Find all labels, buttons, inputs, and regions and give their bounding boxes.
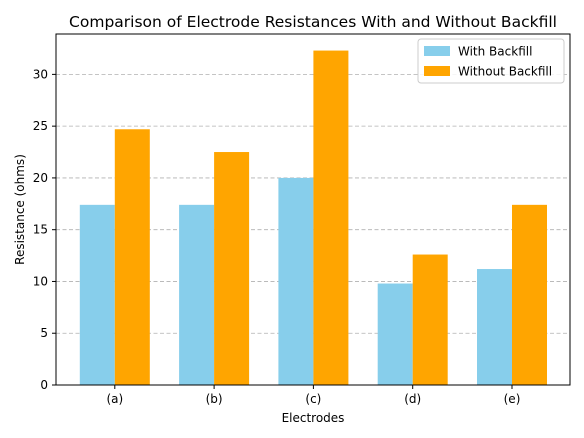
- bar-without-backfill: [313, 50, 349, 385]
- x-tick-label: (d): [404, 392, 421, 406]
- bar-with-backfill: [477, 269, 512, 385]
- bars: [79, 50, 547, 385]
- y-tick-label: 30: [33, 67, 48, 81]
- y-tick-label: 25: [33, 119, 48, 133]
- y-tick-label: 5: [40, 326, 48, 340]
- y-tick-label: 0: [40, 378, 48, 392]
- bar-with-backfill: [278, 177, 314, 385]
- bar-with-backfill: [179, 204, 215, 385]
- y-tick-label: 10: [33, 274, 48, 288]
- legend-swatch: [424, 66, 450, 76]
- chart-title: Comparison of Electrode Resistances With…: [69, 13, 557, 31]
- y-tick-label: 15: [33, 223, 48, 237]
- bar-without-backfill: [114, 129, 150, 385]
- x-tick-label: (b): [206, 392, 223, 406]
- bar-with-backfill: [79, 204, 115, 385]
- y-axis: 0 5 10 15 20 25 30: [33, 67, 56, 392]
- legend-swatch: [424, 46, 450, 56]
- y-tick-label: 20: [33, 171, 48, 185]
- bar-without-backfill: [512, 204, 547, 385]
- legend-label: Without Backfill: [458, 65, 552, 79]
- bar-with-backfill: [377, 283, 413, 385]
- x-tick-label: (e): [504, 392, 521, 406]
- bar-without-backfill: [412, 254, 448, 385]
- legend-label: With Backfill: [458, 45, 532, 59]
- x-tick-label: (a): [106, 392, 123, 406]
- legend-box: [417, 38, 565, 84]
- bar-without-backfill: [214, 152, 250, 385]
- y-axis-label: Resistance (ohms): [13, 154, 27, 265]
- x-axis: (a) (b) (c) (d) (e): [106, 385, 520, 406]
- x-axis-label: Electrodes: [282, 411, 345, 425]
- x-tick-label: (c): [305, 392, 321, 406]
- legend: With Backfill Without Backfill: [417, 38, 565, 84]
